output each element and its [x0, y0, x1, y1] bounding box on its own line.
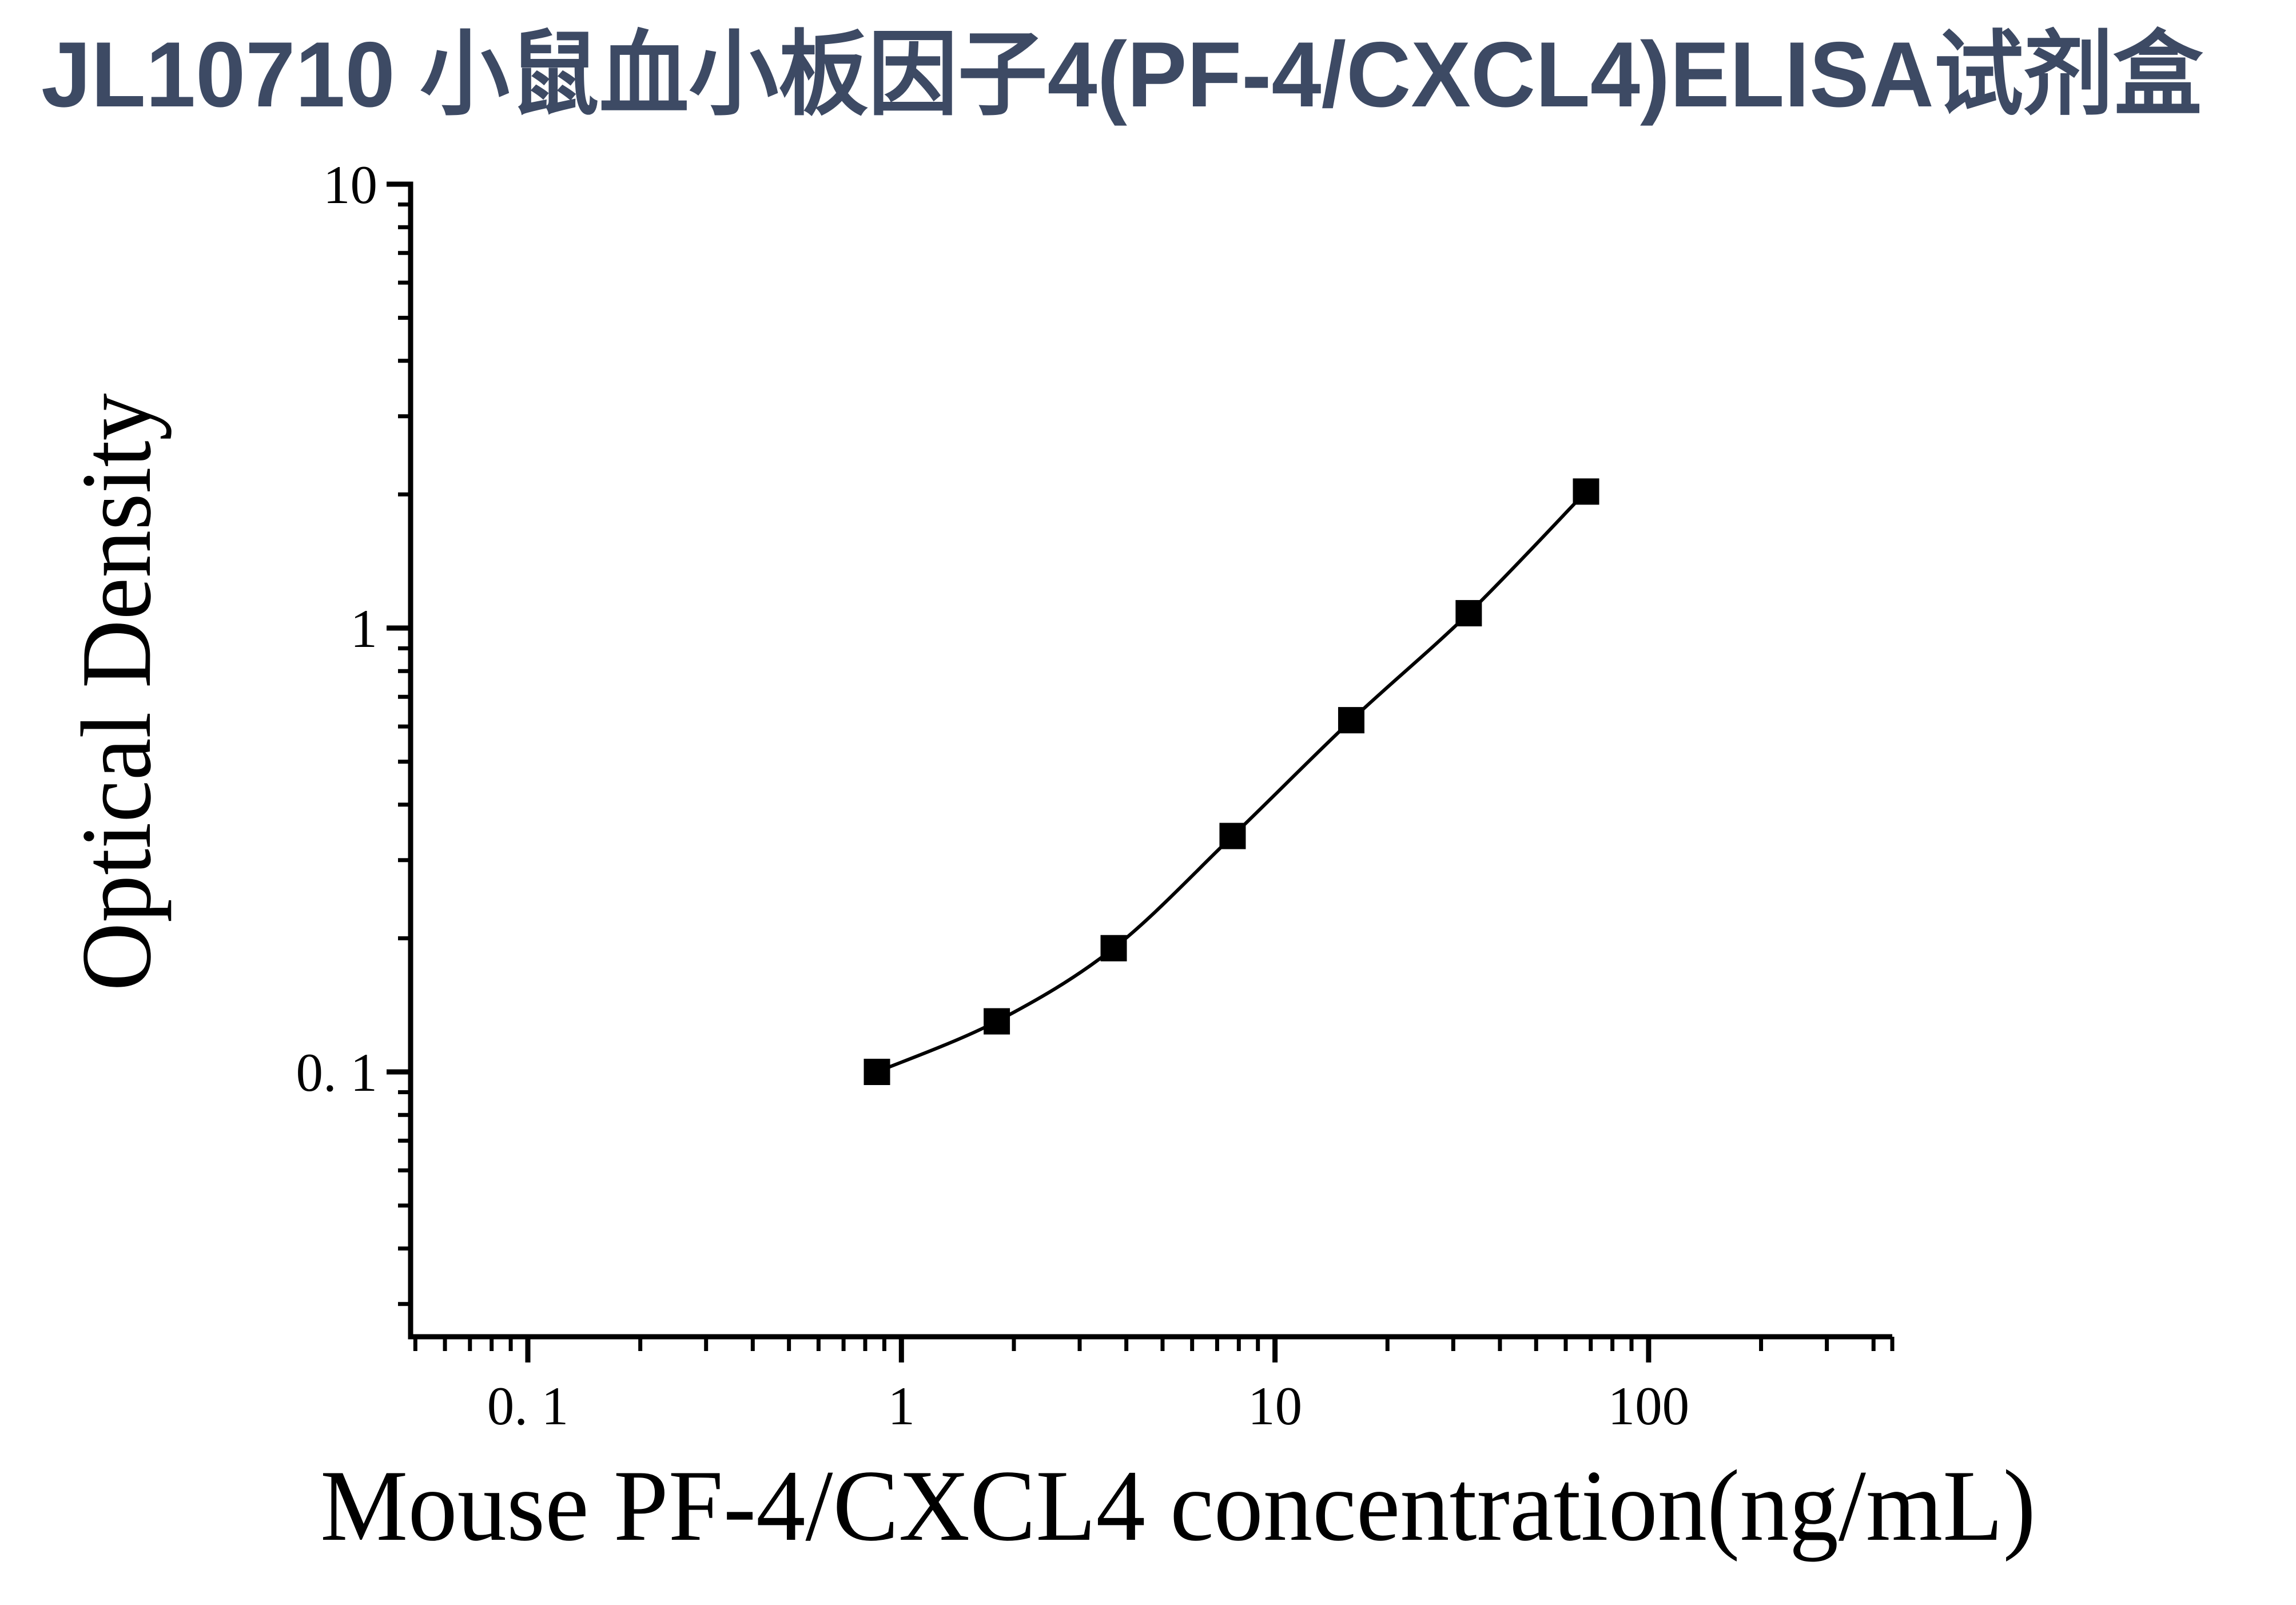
- x-tick-label: 100: [1608, 1376, 1690, 1436]
- data-point-marker: [1455, 600, 1482, 627]
- x-tick-label: 1: [888, 1376, 916, 1436]
- x-axis-title: Mouse PF-4/CXCL4 concentration(ng/mL): [320, 1449, 2036, 1562]
- x-tick-label: 10: [1248, 1376, 1302, 1436]
- axes: 0. 1 1 10 100 10 1 0. 1: [296, 154, 1895, 1436]
- chart-title: JL10710 小鼠血小板因子4(PF-4/CXCL4)ELISA试剂盒: [41, 23, 2203, 126]
- y-tick-label: 0. 1: [296, 1042, 378, 1103]
- data-point-marker: [984, 1008, 1010, 1035]
- x-tick-label: 0. 1: [487, 1376, 569, 1436]
- data-point-marker: [864, 1059, 890, 1085]
- data-series: [864, 478, 1599, 1085]
- data-point-marker: [1100, 935, 1127, 962]
- data-point-marker: [1338, 707, 1364, 734]
- curve-line: [875, 490, 1588, 1074]
- data-point-marker: [1573, 478, 1599, 505]
- data-point-marker: [1219, 823, 1246, 849]
- y-axis-title: Optical Density: [61, 394, 172, 991]
- y-tick-label: 10: [323, 154, 377, 215]
- y-tick-label: 1: [351, 598, 378, 659]
